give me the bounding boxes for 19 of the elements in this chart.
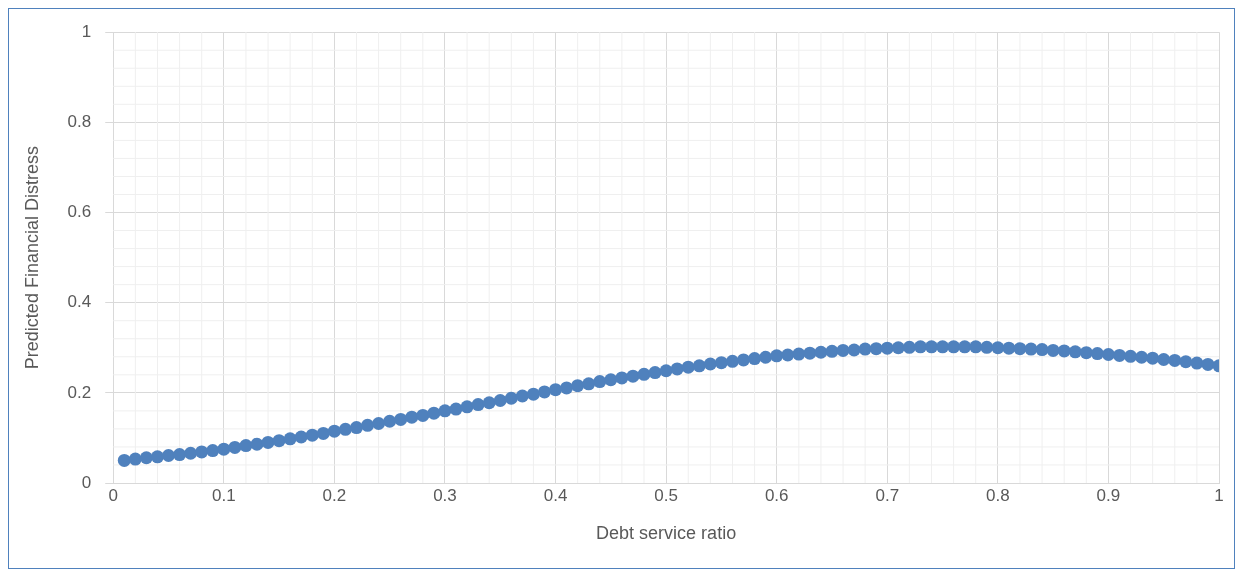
x-tick-label: 1: [1214, 485, 1224, 505]
x-tick-label: 0.7: [875, 485, 900, 505]
x-tick-label: 0: [108, 485, 118, 505]
y-tick-label: 0.4: [67, 292, 92, 312]
y-tick-label: 0.8: [67, 112, 92, 132]
x-tick-label: 0.5: [654, 485, 678, 505]
x-tick-label: 0.8: [986, 485, 1010, 505]
x-tick-label: 0.6: [764, 485, 789, 505]
x-tick-label: 0.3: [433, 485, 457, 505]
y-tick-label: 1: [81, 21, 92, 41]
x-tick-label: 0.2: [322, 485, 347, 505]
y-axis-title: Predicted Financial Distress: [21, 146, 42, 370]
y-tick-label: 0.6: [67, 202, 92, 222]
y-tick-label: 0: [81, 472, 92, 492]
x-axis-title: Debt service ratio: [596, 523, 737, 544]
y-tick-label: 0.2: [67, 382, 92, 402]
x-tick-label: 0.4: [543, 485, 568, 505]
x-tick-label: 0.9: [1096, 485, 1121, 505]
x-tick-label: 0.1: [211, 485, 236, 505]
